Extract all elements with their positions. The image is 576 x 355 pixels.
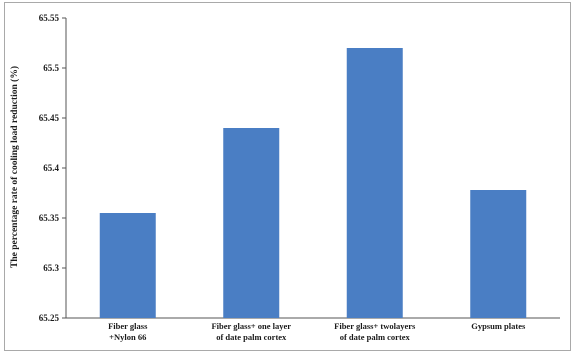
x-category-label: Gypsum plates: [471, 321, 526, 331]
y-tick-label: 65.4: [43, 163, 59, 173]
y-tick-label: 65.45: [39, 113, 60, 123]
y-tick-label: 65.35: [39, 213, 60, 223]
bar: [346, 48, 403, 318]
y-tick-label: 65.55: [39, 13, 60, 23]
y-axis-ticks: 65.25 65.3 65.35 65.4 65.45 65.5 65.55: [39, 13, 66, 323]
y-tick-label: 65.3: [43, 263, 59, 273]
bar: [223, 128, 280, 318]
y-tick-label: 65.5: [43, 63, 59, 73]
x-axis-labels: Fiber glass +Nylon 66 Fiber glass+ one lay…: [108, 321, 526, 342]
bars: [99, 48, 527, 318]
x-category-label: Fiber glass+ one layer of date palm corte…: [211, 321, 291, 342]
bar: [470, 190, 527, 318]
bar: [99, 213, 156, 318]
x-category-label: Fiber glass +Nylon 66: [108, 321, 148, 342]
y-axis-label: The percentage rate of cooling load redu…: [9, 66, 20, 268]
x-category-label: Fiber glass+ twolayers of date palm corte…: [334, 321, 416, 342]
y-tick-label: 65.25: [39, 313, 60, 323]
